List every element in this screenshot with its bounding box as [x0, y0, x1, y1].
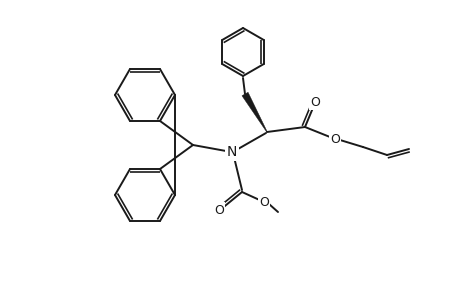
Text: O: O	[213, 203, 224, 217]
Text: N: N	[226, 145, 237, 159]
Text: O: O	[258, 196, 269, 208]
Text: O: O	[330, 133, 339, 146]
Polygon shape	[241, 92, 267, 132]
Text: O: O	[309, 95, 319, 109]
